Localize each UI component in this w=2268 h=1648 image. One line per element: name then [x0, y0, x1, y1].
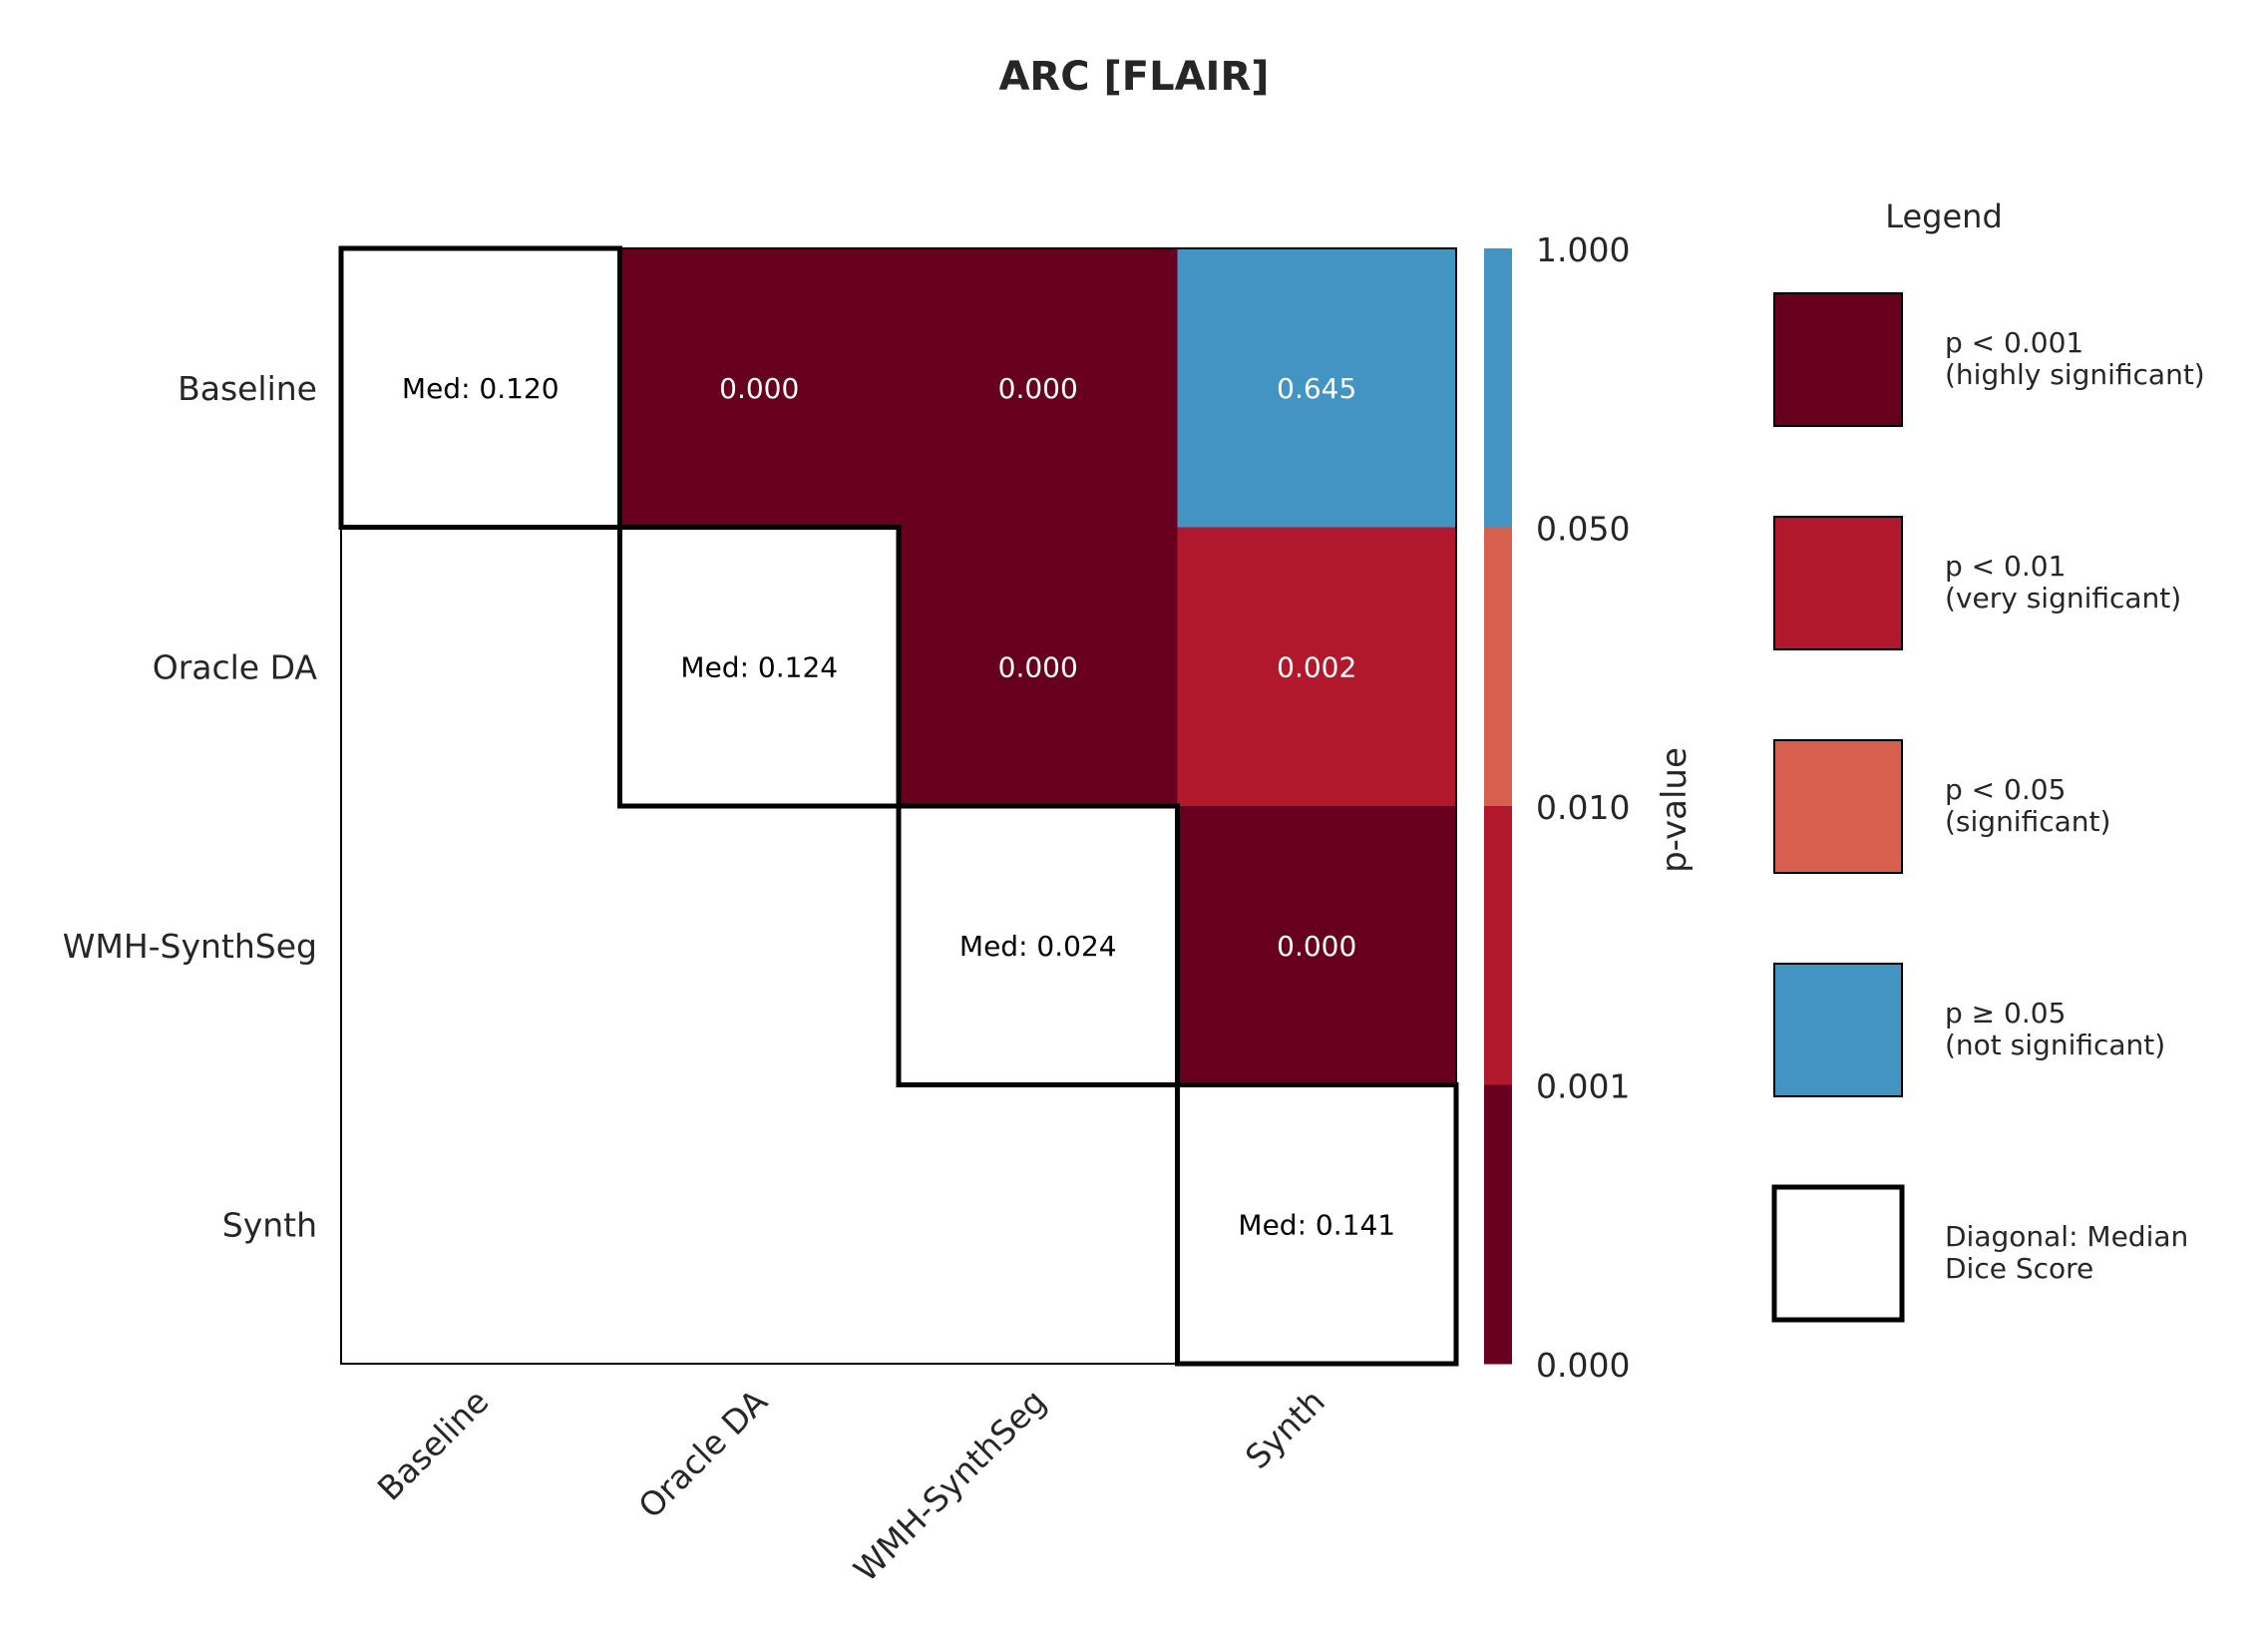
legend-item-label: Diagonal: Median: [1945, 1220, 2188, 1253]
column-tick-label: Synth: [1238, 1382, 1332, 1476]
legend-item-label: p < 0.05: [1945, 773, 2066, 806]
legend-swatch: [1773, 963, 1903, 1097]
heatmap-cell: [1177, 527, 1457, 807]
heatmap-matrix: 0.000 0.000 0.645 0.000 0.002 0.000 Med: 0.120…: [63, 245, 1459, 1589]
legend-item-sublabel: (very significant): [1945, 582, 2181, 615]
diagonal-cell: [896, 803, 1180, 1087]
colorbar-tick-label: 1.000: [1536, 230, 1630, 269]
cell-p-value-label: 0.000: [998, 650, 1078, 683]
diagonal-median-label: Med: 0.124: [680, 650, 838, 683]
legend-item-label: p ≥ 0.05: [1945, 997, 2066, 1030]
heatmap-cell: [619, 248, 900, 528]
colorbar-band: [1484, 1084, 1512, 1365]
diagonal-median-label: Med: 0.141: [1238, 1208, 1395, 1241]
diagonal-cell: [617, 525, 902, 809]
legend: p < 0.001(highly significant) p < 0.01(ve…: [1771, 292, 2205, 1323]
colorbar-tick-label: 0.000: [1536, 1346, 1630, 1385]
matrix-frame: [340, 247, 1457, 1365]
row-tick-label: Synth: [222, 1205, 317, 1244]
heatmap-cell: [899, 527, 1178, 807]
cell-p-value-label: 0.000: [998, 372, 1078, 405]
colorbar-tick-label: 0.001: [1536, 1067, 1630, 1106]
legend-swatch: [1771, 1184, 1905, 1323]
heatmap-cell: [899, 248, 1178, 528]
legend-title: Legend: [1885, 198, 2003, 235]
diagonal-cell: [1175, 1082, 1459, 1367]
row-tick-label: Oracle DA: [153, 647, 318, 686]
heatmap-cell: [1177, 806, 1457, 1085]
diagonal-median-label: Med: 0.120: [402, 372, 560, 405]
colorbar-band: [1484, 806, 1512, 1085]
chart-title: ARC [FLAIR]: [998, 54, 1269, 100]
cell-p-value-label: 0.002: [1277, 650, 1356, 683]
column-tick-label: WMH-SynthSeg: [846, 1382, 1053, 1589]
legend-item-sublabel: (not significant): [1945, 1029, 2165, 1061]
cell-p-value-label: 0.000: [1277, 930, 1356, 963]
legend-item-label: p < 0.001: [1945, 326, 2083, 359]
column-tick-label: Oracle DA: [630, 1382, 775, 1526]
column-tick-label: Baseline: [370, 1382, 497, 1508]
colorbar-label: p-value: [1655, 747, 1695, 873]
legend-item-sublabel: Dice Score: [1945, 1252, 2093, 1285]
colorbar-tick-label: 0.010: [1536, 788, 1630, 827]
legend-item-sublabel: (significant): [1945, 805, 2110, 838]
legend-item-sublabel: (highly significant): [1945, 358, 2205, 391]
legend-swatch: [1773, 739, 1903, 874]
legend-swatch: [1773, 292, 1903, 427]
legend-item-label: p < 0.01: [1945, 550, 2066, 583]
colorbar: 1.000 0.050 0.010 0.001 0.000: [1484, 230, 1630, 1385]
diagonal-median-label: Med: 0.024: [959, 930, 1117, 963]
colorbar-band: [1484, 527, 1512, 807]
row-tick-label: WMH-SynthSeg: [63, 927, 317, 966]
heatmap-cell: [1177, 248, 1457, 528]
row-tick-label: Baseline: [178, 369, 317, 408]
cell-p-value-label: 0.000: [719, 372, 799, 405]
colorbar-tick-label: 0.050: [1536, 510, 1630, 549]
colorbar-band: [1484, 248, 1512, 528]
cell-p-value-label: 0.645: [1277, 372, 1356, 405]
diagonal-cell: [338, 245, 622, 530]
legend-swatch: [1773, 516, 1903, 650]
